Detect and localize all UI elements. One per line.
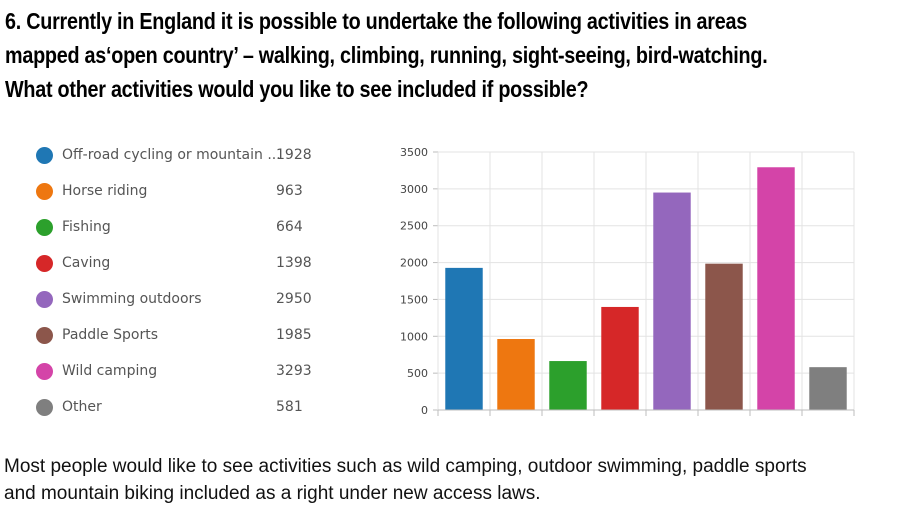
legend-dot-icon (36, 255, 53, 272)
legend-label: Wild camping (62, 363, 158, 379)
bar-chart: 0 500 1000 1500 2000 2500 3000 3500 (400, 146, 855, 417)
summary-text: Most people would like to see activities… (4, 453, 909, 507)
summary-line: Most people would like to see activities… (4, 456, 807, 477)
legend-item: Other 581 (34, 390, 324, 426)
legend-label: Swimming outdoors (62, 291, 202, 307)
legend-item: Wild camping 3293 (34, 354, 324, 390)
bar (653, 192, 691, 410)
y-tick-label: 3500 (400, 146, 428, 159)
y-tick-label: 0 (421, 404, 428, 417)
y-tick-label: 2000 (400, 257, 428, 270)
bar (549, 361, 587, 410)
legend-item: Off-road cycling or mountain ... 1928 (34, 138, 324, 174)
question-line: What other activities would you like to … (5, 76, 589, 102)
legend-value: 1985 (276, 327, 312, 343)
bar (497, 339, 535, 410)
legend-dot-icon (36, 327, 53, 344)
legend-dot-icon (36, 147, 53, 164)
legend-dot-icon (36, 291, 53, 308)
legend-value: 963 (276, 183, 303, 199)
legend-dot-icon (36, 363, 53, 380)
question-line: 6. Currently in England it is possible t… (5, 8, 747, 34)
legend-label: Caving (62, 255, 111, 271)
y-tick-label: 2500 (400, 220, 428, 233)
legend-item: Caving 1398 (34, 246, 324, 282)
y-tick-label: 1000 (400, 330, 428, 343)
legend-item: Swimming outdoors 2950 (34, 282, 324, 318)
y-tick-label: 500 (407, 367, 428, 380)
legend-label: Paddle Sports (62, 327, 158, 343)
legend-value: 664 (276, 219, 303, 235)
legend-dot-icon (36, 399, 53, 416)
legend-label: Fishing (62, 219, 111, 235)
legend-value: 581 (276, 399, 303, 415)
bar (601, 306, 639, 410)
bar (445, 267, 483, 410)
legend-label: Other (62, 399, 102, 415)
legend-value: 2950 (276, 291, 312, 307)
legend-dot-icon (36, 219, 53, 236)
question-heading: 6. Currently in England it is possible t… (5, 4, 779, 106)
legend-value: 1398 (276, 255, 312, 271)
y-tick-label: 3000 (400, 183, 428, 196)
question-line: mapped as‘open country’ – walking, climb… (5, 42, 768, 68)
y-tick-label: 1500 (400, 293, 428, 306)
legend-item: Horse riding 963 (34, 174, 324, 210)
bar (757, 167, 795, 410)
summary-line: and mountain biking included as a right … (4, 483, 541, 504)
legend-dot-icon (36, 183, 53, 200)
chart-legend: Off-road cycling or mountain ... 1928 Ho… (34, 138, 324, 426)
legend-value: 1928 (276, 147, 312, 163)
legend-label: Horse riding (62, 183, 148, 199)
legend-label: Off-road cycling or mountain ... (62, 147, 281, 163)
bar (809, 367, 847, 410)
legend-item: Fishing 664 (34, 210, 324, 246)
bar (705, 263, 743, 410)
legend-value: 3293 (276, 363, 312, 379)
legend-item: Paddle Sports 1985 (34, 318, 324, 354)
